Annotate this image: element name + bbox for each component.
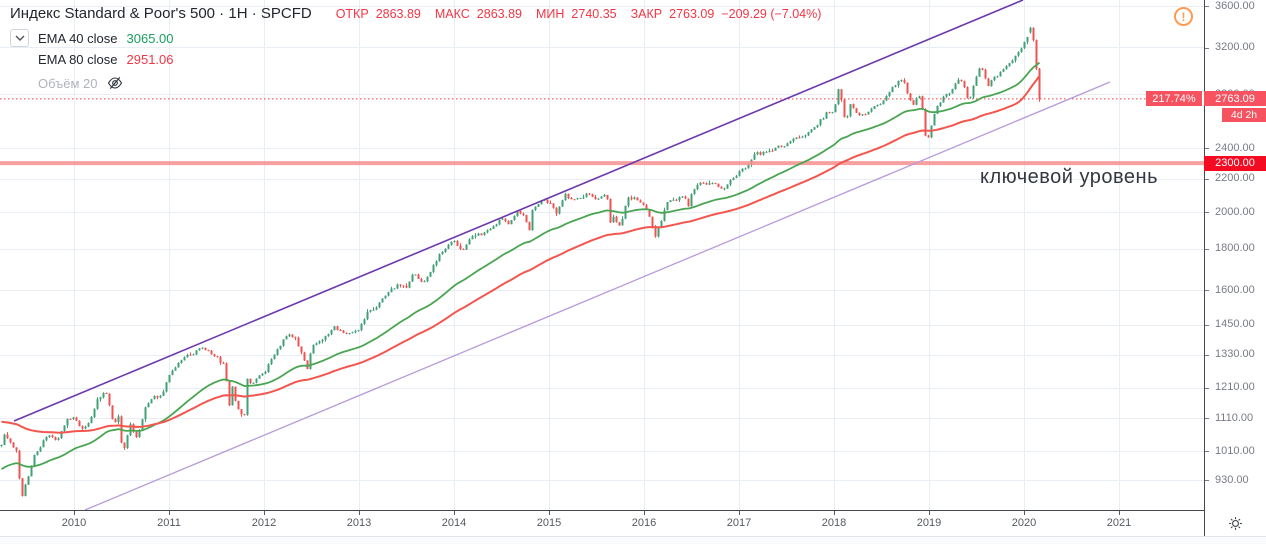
year-label: 2019	[916, 517, 942, 529]
indicator-label: EMA 80 close	[38, 52, 118, 67]
time-tick	[739, 511, 740, 515]
high-label: МАКС	[434, 7, 470, 21]
candles-layer	[0, 26, 1041, 497]
time-tick	[549, 511, 550, 515]
legend-row-ema40[interactable]: EMA 40 close 3065.00	[10, 29, 174, 47]
time-tick	[264, 511, 265, 515]
year-label: 2013	[346, 517, 372, 529]
bar-countdown-badge: 4d 2h	[1222, 108, 1266, 123]
price-axis-label: 2000.00	[1215, 205, 1255, 218]
low-label: МИН	[535, 7, 565, 21]
price-tick	[1205, 148, 1209, 150]
gridlines	[0, 0, 1204, 510]
eye-off-icon[interactable]	[107, 75, 123, 91]
price-tick	[1205, 354, 1209, 356]
year-label: 2015	[536, 517, 562, 529]
price-tick	[1205, 387, 1209, 389]
time-tick	[929, 511, 930, 515]
price-axis-label: 1330.00	[1215, 348, 1255, 361]
year-label: 2021	[1106, 517, 1132, 529]
symbol-title[interactable]: Индекс Standard & Poor's 500 · 1H · SPCF…	[10, 5, 312, 22]
indicator-label: EMA 40 close	[38, 30, 118, 46]
price-axis-label: 3600.00	[1215, 0, 1255, 12]
percent-change-badge: 217.74%	[1146, 91, 1202, 107]
time-tick	[359, 511, 360, 515]
time-tick	[1024, 511, 1025, 515]
price-tick	[1205, 47, 1209, 49]
low-value: 2740.35	[571, 7, 617, 21]
current-price-badge: 2763.09	[1204, 91, 1266, 107]
year-label: 2016	[631, 517, 657, 529]
year-label: 2011	[157, 517, 181, 529]
time-tick	[1119, 511, 1120, 515]
year-label: 2014	[441, 517, 467, 529]
legend-row-ema80[interactable]: EMA 80 close 2951.06	[10, 52, 174, 67]
year-label: 2018	[821, 517, 847, 529]
price-tick	[1205, 324, 1209, 326]
price-axis-label: 3200.00	[1215, 41, 1255, 53]
time-tick	[454, 511, 455, 515]
high-value: 2863.89	[476, 7, 522, 21]
price-chart[interactable]	[0, 0, 1204, 511]
chevron-down-icon[interactable]	[10, 29, 29, 47]
close-value: 2763.09	[669, 7, 715, 21]
price-axis-label: 2200.00	[1215, 172, 1255, 185]
open-label: ОТКР	[335, 7, 369, 21]
price-axis-label: 1600.00	[1215, 283, 1255, 296]
time-axis[interactable]: 2010 2011 2012 2013 2014 2015 2016 2017 2018 2019…	[0, 510, 1266, 536]
chart-header: Индекс Standard & Poor's 500 · 1H · SPCF…	[10, 5, 821, 23]
indicator-value: 2951.06	[126, 52, 174, 67]
price-axis-label: 1210.00	[1215, 381, 1255, 394]
bottom-scroll-strip[interactable]	[0, 536, 1266, 544]
price-tick	[1205, 480, 1209, 481]
price-axis-label: 930.00	[1215, 473, 1249, 486]
year-label: 2017	[726, 517, 752, 529]
price-tick	[1205, 178, 1209, 180]
price-tick	[1205, 6, 1209, 8]
time-tick	[834, 511, 835, 515]
price-tick	[1205, 248, 1209, 250]
year-label: 2010	[61, 517, 87, 529]
change-value: −209.29 (−7.04%)	[721, 7, 822, 21]
price-tick	[1205, 451, 1209, 453]
key-level-badge: 2300.00	[1204, 155, 1266, 171]
price-axis[interactable]: 3600.003200.002800.002400.002200.002000.…	[1204, 0, 1266, 510]
indicator-value: 3065.00	[126, 30, 174, 46]
time-tick	[74, 511, 75, 515]
legend-row-volume[interactable]: Объём 20	[10, 75, 123, 91]
trend-channel-lower-line[interactable]	[84, 81, 1111, 511]
axis-settings-button[interactable]	[1204, 510, 1266, 536]
warning-icon[interactable]: !	[1174, 7, 1193, 26]
ema80-line	[1, 75, 1041, 434]
trend-channel-upper-line[interactable]	[13, 0, 1024, 422]
time-tick	[644, 511, 645, 515]
price-axis-label: 1110.00	[1215, 411, 1254, 424]
ema40-line	[1, 61, 1041, 470]
price-tick	[1205, 212, 1209, 213]
gear-icon	[1229, 516, 1242, 530]
open-value: 2863.89	[375, 7, 421, 21]
price-tick	[1205, 290, 1209, 292]
price-axis-label: 2400.00	[1215, 141, 1255, 154]
time-tick	[169, 511, 170, 515]
year-label: 2012	[251, 517, 277, 529]
indicator-label: Объём 20	[38, 75, 98, 91]
price-axis-label: 1800.00	[1215, 242, 1255, 255]
price-axis-label: 1450.00	[1215, 318, 1255, 331]
price-tick	[1205, 418, 1209, 420]
close-label: ЗАКР	[630, 7, 663, 21]
year-label: 2020	[1011, 517, 1037, 529]
key-level-annotation[interactable]: ключевой уровень	[979, 166, 1158, 188]
price-axis-label: 1010.00	[1215, 444, 1255, 457]
ohlc-readout: ОТКР 2863.89 МАКС 2863.89 МИН 2740.35 ЗАКР 2763…	[322, 7, 822, 21]
